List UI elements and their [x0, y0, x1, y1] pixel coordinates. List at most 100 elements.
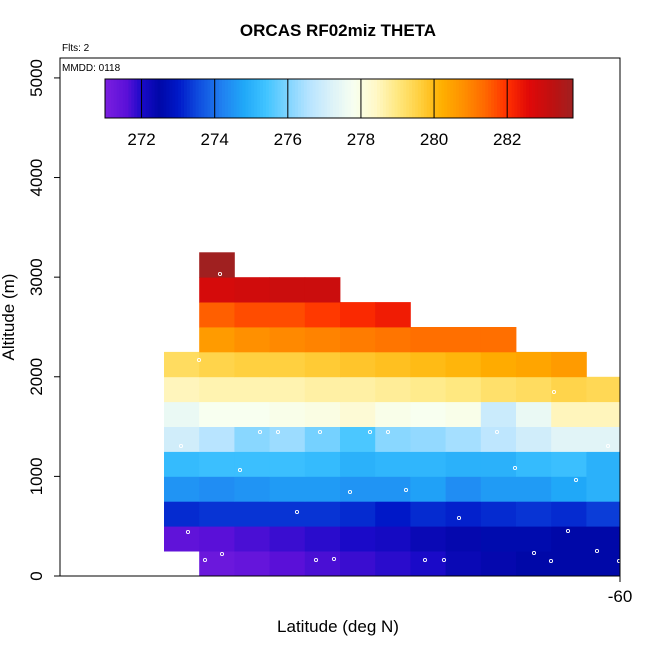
colorbar-swatch: [160, 79, 164, 118]
heatmap-cell: [234, 501, 270, 527]
colorbar-swatch: [429, 79, 433, 118]
colorbar-swatch: [236, 79, 240, 118]
heatmap-cell: [234, 327, 270, 353]
colorbar-swatch: [458, 79, 463, 118]
colorbar-swatch: [163, 79, 167, 118]
colorbar-swatch: [540, 79, 545, 118]
flight-point: [494, 429, 500, 435]
colorbar-swatch: [145, 79, 150, 118]
colorbar-swatch: [239, 79, 243, 118]
colorbar-swatch: [523, 79, 527, 118]
colorbar-swatch: [178, 79, 182, 118]
heatmap-cell: [551, 501, 587, 527]
heatmap-cell: [516, 551, 552, 577]
heatmap-cell: [586, 426, 621, 452]
heatmap-cell: [304, 302, 341, 328]
heatmap-cell: [445, 327, 482, 353]
heatmap-cell: [304, 426, 341, 452]
colorbar-swatch: [570, 79, 574, 118]
colorbar-swatch: [143, 79, 147, 118]
colorbar-swatch: [485, 79, 489, 118]
y-axis: 0 1000 2000 3000 4000 5000: [27, 59, 60, 581]
heatmap-cell: [304, 501, 341, 527]
plot-frame: [59, 57, 621, 577]
colorbar-swatch: [356, 79, 360, 118]
heatmap-cell: [269, 476, 306, 502]
heatmap-cell: [199, 501, 235, 527]
heatmap-cell: [269, 351, 306, 378]
colorbar-swatch: [172, 79, 176, 118]
heatmap-cell: [340, 551, 376, 577]
heatmap-cell: [199, 401, 235, 427]
colorbar-swatch: [362, 79, 366, 118]
colorbar-swatch: [385, 79, 390, 118]
colorbar-swatch: [204, 79, 208, 118]
flight-point: [367, 429, 373, 435]
colorbar-swatch: [201, 79, 205, 118]
heatmap-cell: [269, 277, 306, 303]
colorbar-swatch: [532, 79, 536, 118]
colorbar-swatch: [336, 79, 340, 118]
colorbar-swatch: [482, 79, 486, 118]
heatmap-cell: [375, 501, 411, 527]
heatmap-cell: [551, 526, 587, 552]
colorbar-swatch: [222, 79, 226, 118]
heatmap-cell: [375, 376, 411, 403]
colorbar-swatch: [292, 79, 296, 118]
flight-point: [257, 429, 263, 435]
colorbar-swatch: [116, 79, 121, 118]
colorbar-swatch: [224, 79, 229, 118]
heatmap-cell: [199, 376, 235, 403]
colorbar-swatch: [295, 79, 299, 118]
heatmap-cell: [516, 501, 552, 527]
heatmap-cell: [551, 551, 587, 577]
heatmap-cell: [551, 376, 587, 403]
colorbar-swatch: [315, 79, 319, 118]
heatmap-cell: [340, 451, 376, 477]
heatmap-cell: [551, 351, 587, 378]
colorbar-swatch: [543, 79, 548, 118]
colorbar-swatch: [420, 79, 425, 118]
colorbar-swatch: [546, 79, 550, 118]
colorbar-swatch: [216, 79, 220, 118]
colorbar-swatch: [210, 79, 214, 118]
heatmap-cell: [234, 401, 270, 427]
colorbar-swatch: [268, 79, 273, 118]
colorbar-swatch: [450, 79, 454, 118]
heatmap-cell: [304, 327, 341, 353]
heatmap-cell: [199, 426, 235, 452]
flight-point: [594, 548, 600, 554]
heatmap-cell: [234, 351, 270, 378]
heatmap-cell: [304, 451, 341, 477]
heatmap-cell: [340, 476, 376, 502]
heatmap-cell: [516, 426, 552, 452]
colorbar-swatch: [271, 79, 276, 118]
colorbar: 272 274 276 278 280 282: [104, 78, 574, 149]
colorbar-swatch: [175, 79, 179, 118]
colorbar-swatch: [262, 79, 267, 118]
flight-point: [219, 551, 225, 557]
colorbar-swatch: [456, 79, 460, 118]
heatmap-cell: [516, 526, 552, 552]
heatmap-cell: [551, 451, 587, 477]
colorbar-frame: [104, 78, 574, 119]
colorbar-tick-label: 282: [493, 130, 521, 149]
heatmap-cell: [164, 501, 200, 527]
colorbar-swatch: [125, 79, 129, 118]
heatmap-cell: [164, 476, 200, 502]
colorbar-swatch: [183, 79, 188, 118]
heatmap-cell: [269, 401, 306, 427]
colorbar-swatch: [415, 79, 419, 118]
flight-point: [441, 557, 447, 563]
heatmap-cell: [304, 351, 341, 378]
colorbar-swatch: [189, 79, 194, 118]
colorbar-tick-label: 280: [420, 130, 448, 149]
flight-point: [185, 529, 191, 535]
heatmap-cell: [445, 476, 482, 502]
x-axis: -60: [608, 576, 632, 606]
colorbar-swatch: [327, 79, 331, 118]
heatmap-cell: [551, 476, 587, 502]
colorbar-swatch: [552, 79, 556, 118]
flight-point: [313, 557, 319, 563]
